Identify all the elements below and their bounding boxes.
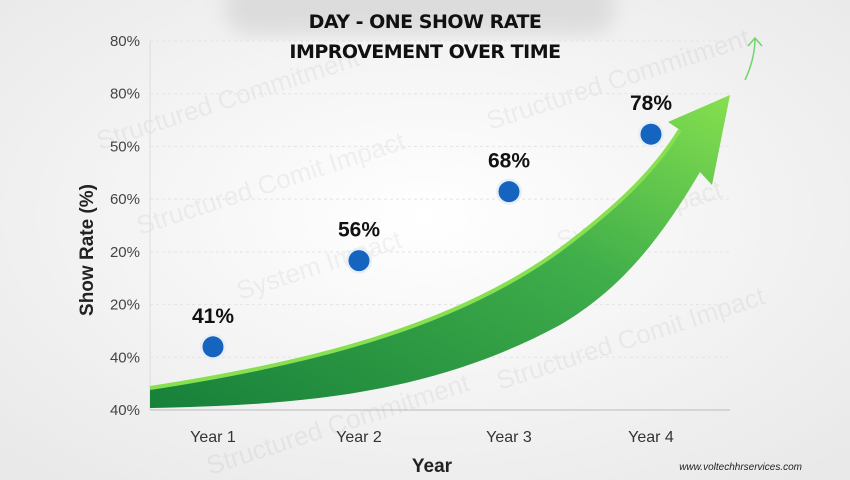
title-shadow <box>225 0 615 35</box>
data-label: 78% <box>630 92 672 115</box>
x-tick-label: Year 2 <box>336 429 382 446</box>
y-tick-label: 20% <box>110 244 140 261</box>
x-tick-label: Year 4 <box>628 429 674 446</box>
growth-arrow <box>150 95 730 408</box>
y-tick-label: 60% <box>110 191 140 208</box>
website-footer: www.voltechhrservices.com <box>679 462 802 473</box>
y-tick-label: 40% <box>110 349 140 366</box>
y-tick-label: 20% <box>110 297 140 314</box>
y-tick-label: 50% <box>110 138 140 155</box>
chart-title-line-2: IMPROVEMENT OVER TIME <box>289 41 560 63</box>
data-point <box>348 250 370 272</box>
chart-title-line-1: DAY - ONE SHOW RATE <box>309 11 542 33</box>
data-label: 68% <box>488 150 530 173</box>
small-up-arrow-icon <box>744 36 763 81</box>
y-axis-label: Show Rate (%) <box>77 184 98 316</box>
x-tick-label: Year 1 <box>190 429 236 446</box>
x-axis-label: Year <box>412 456 453 477</box>
y-tick-label: 80% <box>110 86 140 103</box>
growth-arrow-highlight <box>149 128 682 390</box>
x-tick-label: Year 3 <box>486 429 532 446</box>
data-label: 41% <box>192 305 234 328</box>
data-label: 56% <box>338 219 380 242</box>
data-point <box>640 123 662 145</box>
y-tick-label: 80% <box>110 33 140 50</box>
data-point <box>498 181 520 203</box>
y-tick-label: 40% <box>110 402 140 419</box>
data-point <box>202 336 224 358</box>
